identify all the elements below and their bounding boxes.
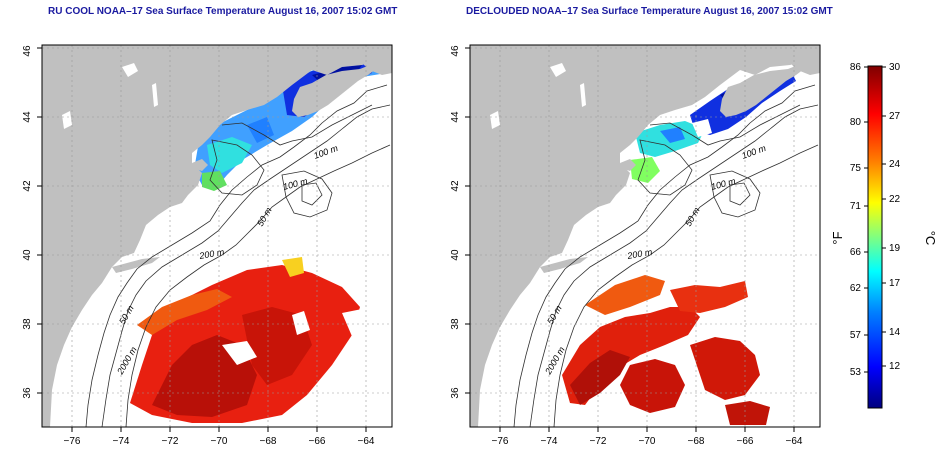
right-map-frame [469, 44, 821, 428]
y-tick-label: 36 [450, 387, 461, 399]
x-tick-label: −68 [688, 436, 705, 447]
fahrenheit-tick: 71 [850, 201, 862, 212]
x-tick-label: −76 [64, 436, 81, 447]
left-panel-title: RU COOL NOAA–17 Sea Surface Temperature … [48, 6, 398, 17]
celsius-tick: 14 [889, 327, 901, 338]
x-tick-label: −64 [786, 436, 803, 447]
x-tick-label: −66 [737, 436, 754, 447]
right-panel-title: DECLOUDED NOAA–17 Sea Surface Temperatur… [466, 6, 833, 17]
grid-left [42, 45, 392, 427]
y-tick-label: 46 [22, 45, 33, 57]
grid-right [470, 45, 820, 427]
fahrenheit-tick: 66 [850, 247, 862, 258]
x-tick-label: −74 [113, 436, 130, 447]
fahrenheit-tick: 53 [850, 367, 862, 378]
fahrenheit-tick: 75 [850, 163, 862, 174]
celsius-tick: 24 [889, 159, 901, 170]
y-tick-label: 42 [450, 180, 461, 192]
celsius-tick: 22 [889, 194, 901, 205]
y-tick-label: 38 [450, 318, 461, 330]
fahrenheit-tick: 80 [850, 117, 862, 128]
x-tick-label: −70 [211, 436, 228, 447]
y-tick-label: 42 [22, 180, 33, 192]
celsius-tick: 30 [889, 62, 901, 73]
y-tick-label: 38 [22, 318, 33, 330]
celsius-tick: 17 [889, 278, 901, 289]
left-map-frame [41, 44, 393, 428]
fahrenheit-tick: 57 [850, 330, 862, 341]
y-tick-label: 40 [22, 249, 33, 261]
x-tick-label: −68 [260, 436, 277, 447]
bathymetry-contours-left [85, 84, 391, 428]
bathymetry-contours-right [513, 84, 819, 428]
fahrenheit-axis-label: °F [830, 231, 845, 244]
x-tick-label: −74 [541, 436, 558, 447]
y-tick-label: 44 [450, 111, 461, 123]
x-tick-label: −76 [492, 436, 509, 447]
x-tick-label: −72 [162, 436, 179, 447]
celsius-tick: 27 [889, 111, 901, 122]
right-map-panel: 100 m 100 m 50 m 200 m 50 m 2000 m [450, 44, 821, 447]
celsius-tick: 19 [889, 243, 901, 254]
contour-label: 200 m [198, 247, 226, 261]
x-tick-label: −72 [590, 436, 607, 447]
x-tick-label: −64 [358, 436, 375, 447]
y-tick-label: 44 [22, 111, 33, 123]
celsius-axis-label: °C [923, 231, 938, 246]
contour-label: 200 m [626, 247, 654, 261]
y-tick-label: 46 [450, 45, 461, 57]
y-tick-label: 40 [450, 249, 461, 261]
temperature-colorbar: 86 80 75 71 66 62 57 53 30 27 24 22 19 1… [830, 62, 938, 409]
fahrenheit-tick: 86 [850, 62, 862, 73]
left-map-panel: 100 m 100 m 50 m 200 m 50 m 2000 m [22, 44, 393, 447]
x-tick-label: −66 [309, 436, 326, 447]
colorbar-gradient [867, 65, 883, 409]
celsius-tick: 12 [889, 361, 901, 372]
x-tick-label: −70 [639, 436, 656, 447]
fahrenheit-tick: 62 [850, 283, 862, 294]
y-tick-label: 36 [22, 387, 33, 399]
